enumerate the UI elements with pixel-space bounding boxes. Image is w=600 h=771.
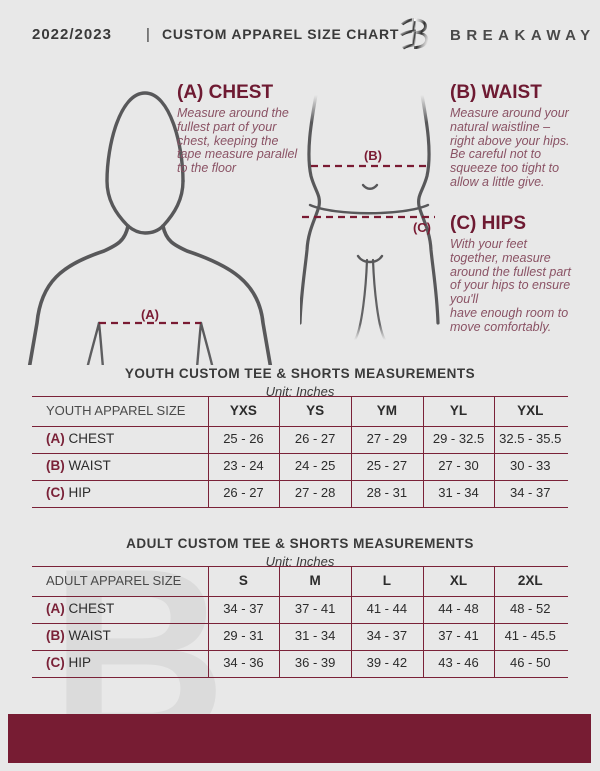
svg-text:(A): (A) (141, 307, 159, 322)
svg-text:(C): (C) (413, 220, 431, 235)
svg-text:(B): (B) (364, 148, 382, 163)
